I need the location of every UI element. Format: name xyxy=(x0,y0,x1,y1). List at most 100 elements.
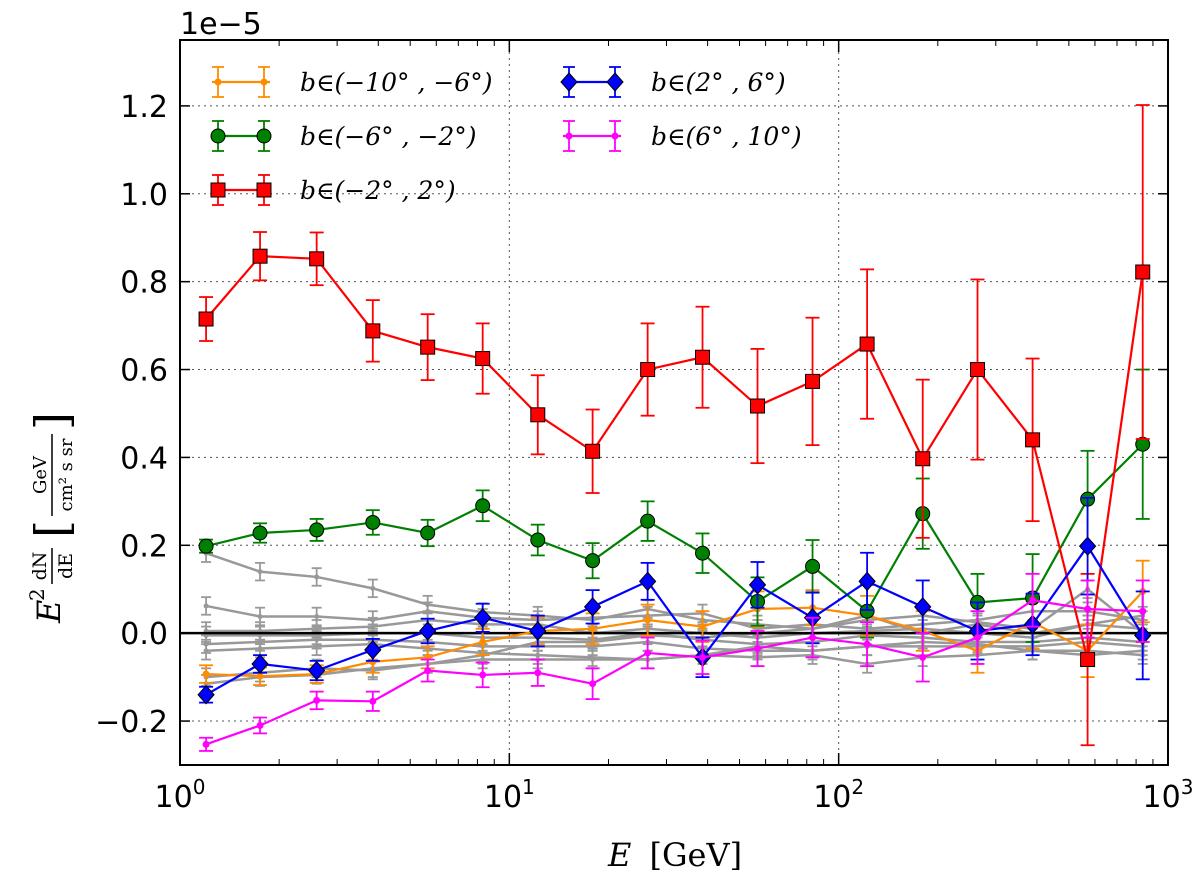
y-axis-label: E 2 dN dE [ GeV cm² s sr ] xyxy=(25,412,79,624)
data-point xyxy=(750,398,766,414)
legend-item: b∈(−6° , −2°) xyxy=(210,120,477,152)
data-point xyxy=(251,654,269,674)
data-point xyxy=(589,680,597,688)
y-tick-label: 0.4 xyxy=(120,441,168,476)
data-point xyxy=(474,608,492,628)
data-point xyxy=(424,667,432,675)
data-point xyxy=(1084,605,1092,613)
data-point xyxy=(1029,596,1037,604)
y-label-unit-numerator: GeV xyxy=(30,455,51,494)
offset-label: 1e−5 xyxy=(180,7,262,42)
legend-label: b∈(−10° , −6°) xyxy=(300,68,492,97)
series-line xyxy=(205,599,1143,746)
data-point xyxy=(420,525,436,541)
data-point xyxy=(699,623,707,631)
background-series-line xyxy=(205,614,1143,685)
series-2 xyxy=(198,104,1151,747)
legend-label: b∈(−2° , 2°) xyxy=(300,176,456,205)
data-point xyxy=(534,669,542,677)
y-label-unit-denominator: cm² s sr xyxy=(56,438,77,511)
data-point xyxy=(809,634,817,642)
series-4 xyxy=(199,572,1150,752)
x-axis-label: E [GeV] xyxy=(607,836,742,874)
data-point xyxy=(365,323,381,339)
data-point xyxy=(805,558,821,574)
data-point xyxy=(1139,607,1147,615)
data-point xyxy=(974,634,982,642)
data-point xyxy=(197,684,215,705)
legend-marker xyxy=(606,72,624,92)
data-point xyxy=(858,571,876,592)
series-line xyxy=(205,544,1144,696)
data-point xyxy=(583,597,602,617)
data-point xyxy=(585,443,601,459)
data-point xyxy=(1078,536,1097,556)
data-point xyxy=(252,525,268,541)
data-point xyxy=(748,575,767,595)
data-point xyxy=(640,513,656,529)
data-point xyxy=(1025,432,1041,448)
data-point xyxy=(585,553,601,569)
legend-marker xyxy=(256,182,272,198)
data-point xyxy=(475,351,491,367)
background-point xyxy=(314,574,320,580)
data-point xyxy=(754,645,762,653)
data-point xyxy=(479,671,487,679)
data-point xyxy=(695,545,711,561)
data-point xyxy=(805,373,821,389)
data-point xyxy=(369,697,377,705)
data-point xyxy=(529,621,547,641)
y-tick-label: 0.6 xyxy=(120,354,168,389)
y-tick-label: 0.8 xyxy=(120,266,168,301)
y-label-prefix: E xyxy=(30,600,68,624)
data-point xyxy=(313,696,321,704)
legend-marker xyxy=(565,132,573,140)
series-line xyxy=(205,443,1144,613)
y-tick-label: 1.2 xyxy=(120,90,168,125)
x-tick-label: 101 xyxy=(484,775,535,815)
data-point xyxy=(919,653,927,661)
legend-marker xyxy=(210,128,226,144)
plot-frame xyxy=(179,39,1169,766)
data-point xyxy=(914,597,932,617)
data-point xyxy=(202,740,210,748)
background-point xyxy=(203,648,209,654)
y-label-bracket-right: ] xyxy=(25,412,79,430)
x-tick-label: 102 xyxy=(813,775,864,815)
y-tick-label: 0.0 xyxy=(120,617,168,652)
data-point xyxy=(1135,264,1151,280)
data-point xyxy=(309,522,325,538)
data-point xyxy=(699,653,707,661)
y-label-bracket-left: [ xyxy=(25,520,79,538)
data-point xyxy=(307,660,326,681)
legend-label: b∈(−6° , −2°) xyxy=(300,122,477,151)
data-point xyxy=(198,311,214,327)
legend-marker xyxy=(256,128,272,144)
data-point xyxy=(256,721,264,729)
data-point xyxy=(475,498,491,514)
data-point xyxy=(365,514,381,530)
y-tick-label: −0.2 xyxy=(95,705,168,740)
background-point xyxy=(203,603,209,609)
y-label-numerator: dN xyxy=(29,552,51,581)
background-point xyxy=(314,643,320,649)
legend-marker xyxy=(214,78,222,86)
background-point xyxy=(314,613,320,619)
data-point xyxy=(859,336,875,352)
background-point xyxy=(590,657,596,663)
series-line xyxy=(205,255,1144,660)
y-label-denominator: dE xyxy=(55,553,77,579)
data-point xyxy=(638,571,657,592)
x-tick-label: 100 xyxy=(155,775,206,815)
data-point xyxy=(530,407,546,423)
background-point xyxy=(257,569,263,575)
y-label-exponent: 2 xyxy=(25,588,49,601)
data-point xyxy=(640,362,656,378)
legend-label: b∈(6° , 10°) xyxy=(651,122,802,151)
y-tick-label: 0.2 xyxy=(120,529,168,564)
legend-item: b∈(−2° , 2°) xyxy=(210,174,456,206)
series-layer xyxy=(197,104,1152,752)
legend-marker xyxy=(560,72,578,92)
data-point xyxy=(644,649,652,657)
